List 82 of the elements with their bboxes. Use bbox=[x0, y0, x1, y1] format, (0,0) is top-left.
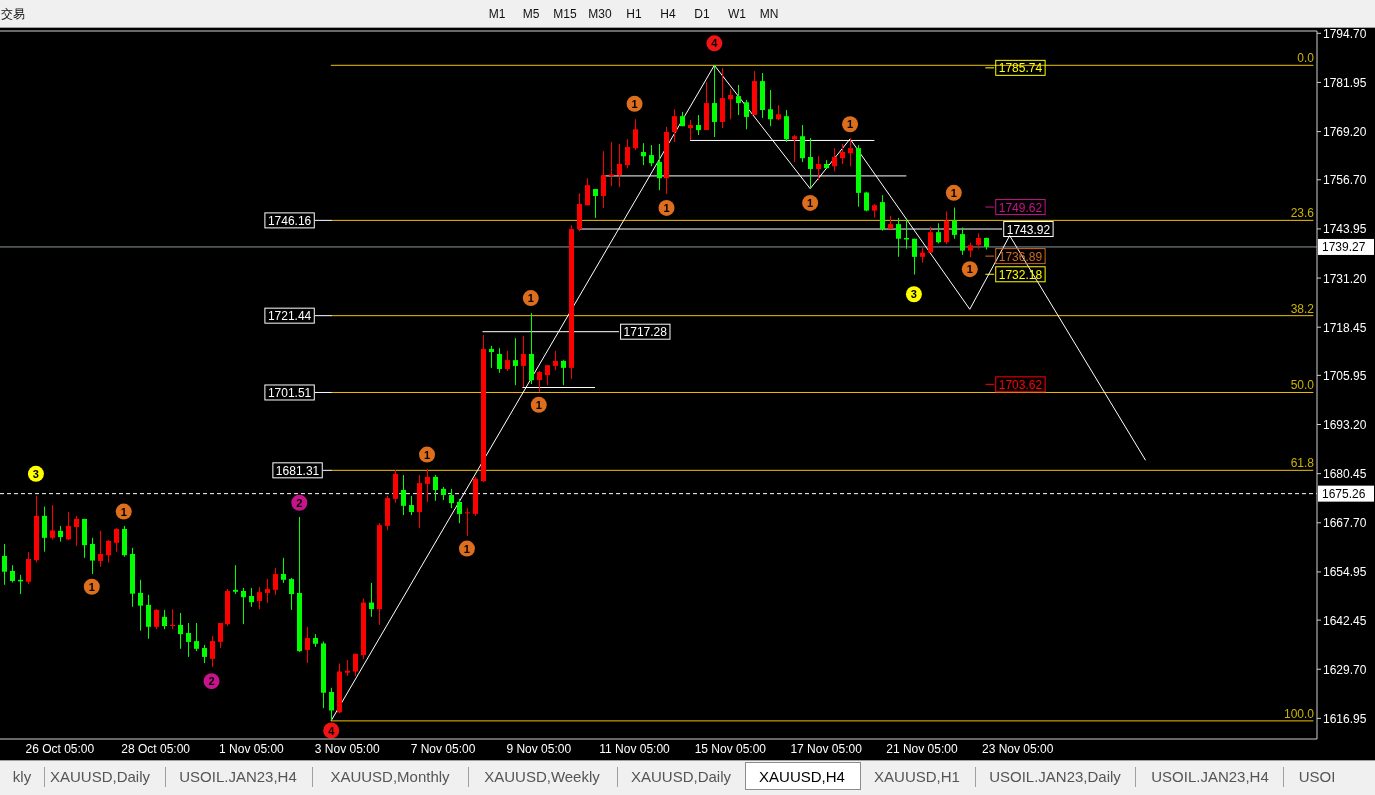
wave-label: 4 bbox=[328, 724, 335, 737]
price-label: 1717.28 bbox=[620, 323, 671, 340]
wave-label: 3 bbox=[32, 467, 39, 480]
y-tick: 1731.20 bbox=[1323, 271, 1367, 286]
y-tick: 1743.95 bbox=[1323, 222, 1367, 237]
tab-text: XAUUSD,Monthly bbox=[330, 768, 450, 785]
tab-text: XAUUSD,H4 bbox=[759, 768, 845, 785]
x-tick: 11 Nov 05:00 bbox=[599, 742, 670, 756]
wave-label: 4 bbox=[711, 37, 718, 50]
wave-label: 1 bbox=[463, 542, 470, 555]
y-tick: 1769.20 bbox=[1323, 125, 1367, 140]
y-tick: 1642.45 bbox=[1323, 613, 1367, 628]
price-label: 1703.62 bbox=[995, 376, 1046, 393]
price-label: 1681.31 bbox=[272, 462, 323, 479]
price-label: 1749.62 bbox=[995, 199, 1046, 216]
tab-text: XAUUSD,Weekly bbox=[484, 768, 600, 785]
x-tick: 28 Oct 05:00 bbox=[121, 742, 190, 756]
y-tick: 1693.20 bbox=[1323, 418, 1367, 432]
tab-text: kly bbox=[12, 768, 32, 785]
y-tick: 1756.70 bbox=[1323, 173, 1367, 188]
price-label: 1746.16 bbox=[264, 212, 315, 229]
tab-text: XAUUSD,Daily bbox=[50, 768, 150, 785]
level-label: 0.0 bbox=[1297, 51, 1314, 66]
wave-label: 2 bbox=[296, 496, 303, 509]
wave-label: 1 bbox=[847, 118, 854, 131]
toolbar-text: 交易 bbox=[1, 7, 25, 21]
level-label: 61.8 bbox=[1290, 456, 1314, 471]
level-label: 23.6 bbox=[1290, 206, 1314, 221]
tab-text: USOIL.JAN23,H4 bbox=[179, 768, 297, 785]
wave-label: 1 bbox=[88, 580, 95, 593]
toolbar-text: H1 bbox=[626, 7, 642, 21]
tab-text: USOIL.JAN23,H4 bbox=[1151, 768, 1269, 785]
wave-label: 1 bbox=[807, 196, 814, 209]
x-tick: 26 Oct 05:00 bbox=[25, 742, 95, 756]
wave-label: 1 bbox=[631, 97, 638, 110]
ref-line-label: 1739.27 bbox=[1322, 240, 1366, 255]
level-label: 100.0 bbox=[1283, 706, 1314, 721]
tab-text: USOIL.JAN23,Daily bbox=[989, 768, 1121, 785]
wave-label: 3 bbox=[910, 288, 917, 301]
x-tick: 1 Nov 05:00 bbox=[219, 742, 284, 756]
price-label: 1743.92 bbox=[1003, 221, 1054, 237]
wave-label: 2 bbox=[208, 675, 215, 688]
y-tick: 1654.95 bbox=[1323, 565, 1367, 580]
price-label: 1701.51 bbox=[264, 384, 315, 401]
toolbar-text: H4 bbox=[660, 7, 676, 21]
wave-label: 1 bbox=[663, 201, 670, 214]
toolbar-text: M15 bbox=[553, 7, 577, 21]
y-tick: 1794.70 bbox=[1323, 26, 1367, 41]
level-label: 38.2 bbox=[1290, 301, 1314, 316]
wave-label: 1 bbox=[535, 398, 542, 411]
x-tick: 7 Nov 05:00 bbox=[410, 742, 476, 756]
price-label: 1721.44 bbox=[264, 307, 315, 324]
toolbar-text: M1 bbox=[488, 7, 506, 21]
wave-label: 1 bbox=[950, 186, 957, 199]
tab-text: XAUUSD,H1 bbox=[874, 768, 960, 785]
x-tick: 9 Nov 05:00 bbox=[506, 742, 572, 756]
toolbar-text: D1 bbox=[694, 7, 710, 21]
tab-text: XAUUSD,Daily bbox=[631, 768, 731, 785]
toolbar-text: M30 bbox=[588, 7, 612, 21]
y-tick: 1680.45 bbox=[1323, 467, 1367, 482]
toolbar-text: M5 bbox=[522, 7, 540, 21]
toolbar-text: MN bbox=[759, 7, 779, 21]
x-tick: 15 Nov 05:00 bbox=[694, 742, 767, 756]
y-tick: 1718.45 bbox=[1323, 320, 1367, 335]
wave-label: 1 bbox=[966, 263, 973, 276]
y-tick: 1667.70 bbox=[1323, 516, 1367, 531]
y-tick: 1705.95 bbox=[1323, 368, 1367, 383]
ref-line-label: 1675.26 bbox=[1322, 487, 1366, 502]
y-tick: 1781.95 bbox=[1323, 75, 1367, 90]
y-tick: 1616.95 bbox=[1323, 711, 1367, 726]
y-tick: 1629.70 bbox=[1323, 662, 1367, 677]
level-label: 50.0 bbox=[1290, 378, 1314, 393]
wave-label: 1 bbox=[527, 292, 534, 305]
wave-label: 1 bbox=[423, 448, 431, 461]
x-tick: 23 Nov 05:00 bbox=[982, 742, 1054, 756]
toolbar-text: W1 bbox=[728, 7, 746, 21]
wave-label: 1 bbox=[120, 505, 127, 518]
price-label: 1732.18 bbox=[995, 266, 1046, 283]
tab-text: USOI bbox=[1298, 768, 1336, 785]
x-tick: 17 Nov 05:00 bbox=[790, 742, 862, 756]
x-tick: 3 Nov 05:00 bbox=[314, 742, 380, 756]
x-tick: 21 Nov 05:00 bbox=[886, 742, 958, 756]
